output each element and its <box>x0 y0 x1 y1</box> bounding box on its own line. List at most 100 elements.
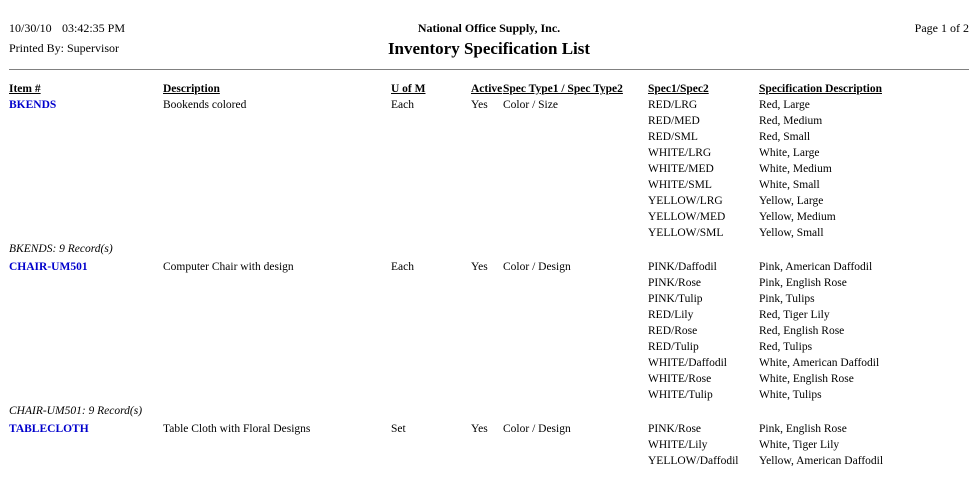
report-header: 10/30/10 03:42:35 PM Printed By: Supervi… <box>0 0 978 70</box>
group-total-row: BKENDS: 9 Record(s) <box>0 242 978 260</box>
company-name: National Office Supply, Inc. <box>417 21 561 35</box>
item-row: TABLECLOTH Table Cloth with Floral Design… <box>0 422 978 438</box>
spec-description: Yellow, Large <box>759 195 824 207</box>
spec-code: RED/Tulip <box>648 341 699 353</box>
spec-code: WHITE/Rose <box>648 373 712 385</box>
spec-row: WHITE/Rose White, English Rose <box>0 372 978 388</box>
item-spec-type: Color / Design <box>503 423 571 435</box>
spec-code: WHITE/Tulip <box>648 389 713 401</box>
spec-row: RED/Rose Red, English Rose <box>0 324 978 340</box>
spec-row: RED/MED Red, Medium <box>0 114 978 130</box>
spec-description: Pink, American Daffodil <box>759 261 873 273</box>
spec-code: RED/LRG <box>648 99 698 111</box>
item-row: CHAIR-UM501 Computer Chair with design Eac… <box>0 260 978 276</box>
spec-row-list: PINK/Rose Pink, English Rose WHITE/Lily Whi… <box>0 422 978 470</box>
item-code[interactable]: BKENDS <box>9 99 57 111</box>
column-header-spec: Spec1/Spec2 <box>648 83 709 95</box>
spec-code: YELLOW/SML <box>648 227 724 239</box>
spec-description: Pink, Tulips <box>759 293 815 305</box>
spec-code: WHITE/SML <box>648 179 712 191</box>
spec-description: White, Small <box>759 179 820 191</box>
spec-description: Red, English Rose <box>759 325 845 337</box>
spec-row: YELLOW/MED Yellow, Medium <box>0 210 978 226</box>
print-date: 10/30/10 <box>9 21 52 35</box>
item-description: Bookends colored <box>163 99 247 111</box>
spec-row: YELLOW/Daffodil Yellow, American Daffodil <box>0 454 978 470</box>
spec-code: RED/Lily <box>648 309 694 321</box>
page-number: Page 1 of 2 <box>914 21 969 35</box>
spec-row: WHITE/LRG White, Large <box>0 146 978 162</box>
column-header-uom: U of M <box>391 83 426 95</box>
spec-description: White, Medium <box>759 163 832 175</box>
spec-description: Pink, English Rose <box>759 277 847 289</box>
item-spec-type: Color / Size <box>503 99 558 111</box>
item-group: BKENDS Bookends colored Each Yes Color / Siz… <box>0 98 978 260</box>
spec-description: Red, Medium <box>759 115 823 127</box>
item-uom: Each <box>391 261 414 273</box>
printed-by-label: Printed By: Supervisor <box>9 41 119 55</box>
spec-description: Yellow, American Daffodil <box>759 455 884 467</box>
spec-description: Yellow, Medium <box>759 211 836 223</box>
spec-row: PINK/Tulip Pink, Tulips <box>0 292 978 308</box>
spec-row: WHITE/SML White, Small <box>0 178 978 194</box>
page-title: Inventory Specification List <box>387 39 591 58</box>
spec-row: YELLOW/SML Yellow, Small <box>0 226 978 242</box>
spec-description: Red, Tulips <box>759 341 813 353</box>
item-group: TABLECLOTH Table Cloth with Floral Design… <box>0 422 978 470</box>
spec-row: RED/Lily Red, Tiger Lily <box>0 308 978 324</box>
spec-row: YELLOW/LRG Yellow, Large <box>0 194 978 210</box>
item-code[interactable]: TABLECLOTH <box>9 423 89 435</box>
table-column-header: Item # Description U of M Active Spec Ty… <box>0 83 978 98</box>
print-time: 03:42:35 PM <box>62 21 126 35</box>
column-header-spec-description: Specification Description <box>759 83 882 95</box>
spec-row: WHITE/Tulip White, Tulips <box>0 388 978 404</box>
spec-row: RED/SML Red, Small <box>0 130 978 146</box>
item-description: Computer Chair with design <box>163 261 294 273</box>
column-header-active: Active <box>471 83 503 95</box>
spec-row: RED/Tulip Red, Tulips <box>0 340 978 356</box>
spec-row-list: PINK/Daffodil Pink, American Daffodil PINK… <box>0 260 978 404</box>
spec-row: WHITE/MED White, Medium <box>0 162 978 178</box>
spec-description: White, Large <box>759 147 820 159</box>
spec-description: White, English Rose <box>759 373 854 385</box>
spec-code: WHITE/LRG <box>648 147 712 159</box>
group-total-label: BKENDS: 9 Record(s) <box>9 243 113 255</box>
item-uom: Set <box>391 423 406 435</box>
spec-description: White, Tiger Lily <box>759 439 840 451</box>
spec-code: PINK/Daffodil <box>648 261 717 273</box>
spec-code: WHITE/Daffodil <box>648 357 727 369</box>
spec-description: White, Tulips <box>759 389 822 401</box>
item-uom: Each <box>391 99 414 111</box>
spec-code: YELLOW/MED <box>648 211 726 223</box>
column-header-item: Item # <box>9 83 41 95</box>
spec-row: PINK/Rose Pink, English Rose <box>0 276 978 292</box>
item-active: Yes <box>471 99 488 111</box>
spec-description: Pink, English Rose <box>759 423 847 435</box>
spec-code: YELLOW/Daffodil <box>648 455 739 467</box>
spec-row: PINK/Daffodil Pink, American Daffodil <box>0 260 978 276</box>
group-total-row: CHAIR-UM501: 9 Record(s) <box>0 404 978 422</box>
spec-description: Red, Small <box>759 131 811 143</box>
spec-row: WHITE/Lily White, Tiger Lily <box>0 438 978 454</box>
item-description: Table Cloth with Floral Designs <box>163 423 311 435</box>
spec-description: Red, Tiger Lily <box>759 309 830 321</box>
spec-code: PINK/Rose <box>648 423 702 435</box>
item-code[interactable]: CHAIR-UM501 <box>9 261 88 273</box>
spec-code: PINK/Tulip <box>648 293 703 305</box>
group-total-label: CHAIR-UM501: 9 Record(s) <box>9 405 143 417</box>
spec-code: WHITE/Lily <box>648 439 708 451</box>
item-group: CHAIR-UM501 Computer Chair with design Eac… <box>0 260 978 422</box>
column-header-spec-type: Spec Type1 / Spec Type2 <box>503 83 623 95</box>
spec-code: RED/Rose <box>648 325 698 337</box>
spec-row: RED/LRG Red, Large <box>0 98 978 114</box>
spec-row: WHITE/Daffodil White, American Daffodil <box>0 356 978 372</box>
spec-code: PINK/Rose <box>648 277 702 289</box>
spec-description: Red, Large <box>759 99 810 111</box>
spec-code: WHITE/MED <box>648 163 714 175</box>
report-body: BKENDS Bookends colored Each Yes Color / Siz… <box>0 98 978 470</box>
spec-code: RED/SML <box>648 131 698 143</box>
item-row: BKENDS Bookends colored Each Yes Color / Siz… <box>0 98 978 114</box>
header-divider <box>9 69 969 70</box>
spec-code: RED/MED <box>648 115 700 127</box>
spec-description: Yellow, Small <box>759 227 824 239</box>
